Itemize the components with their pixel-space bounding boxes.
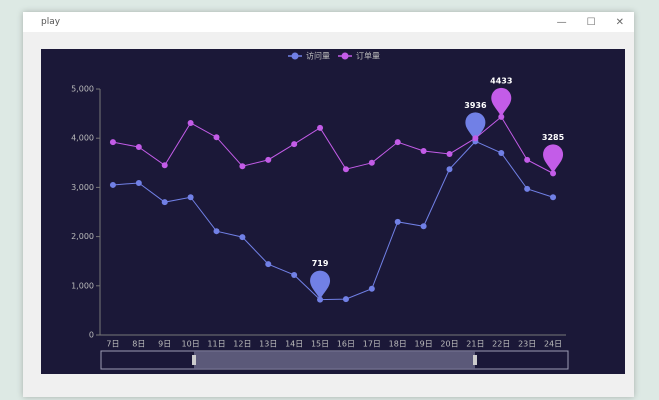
x-tick-label: 14日 xyxy=(285,340,303,349)
x-tick-label: 15日 xyxy=(311,340,329,349)
data-point xyxy=(265,156,272,163)
y-tick-label: 0 xyxy=(89,331,94,340)
data-point xyxy=(239,234,246,241)
data-point xyxy=(135,179,142,186)
data-point xyxy=(498,149,505,156)
data-point xyxy=(187,194,194,201)
data-point xyxy=(524,156,531,163)
legend-marker xyxy=(341,52,349,60)
y-tick-label: 2,000 xyxy=(71,232,94,241)
x-tick-label: 13日 xyxy=(259,340,277,349)
y-tick-label: 3,000 xyxy=(71,183,94,192)
data-point xyxy=(446,166,453,173)
data-point xyxy=(420,223,427,230)
x-tick-label: 18日 xyxy=(389,340,407,349)
x-tick-label: 24日 xyxy=(544,340,562,349)
data-point xyxy=(135,144,142,151)
series-line xyxy=(112,140,554,301)
minimize[interactable]: — xyxy=(556,16,567,28)
x-tick-label: 11日 xyxy=(207,340,225,349)
data-point xyxy=(394,218,401,225)
data-zoom-handle[interactable] xyxy=(473,355,477,365)
chart-background xyxy=(41,49,625,374)
y-tick-label: 4,000 xyxy=(71,134,94,143)
data-point xyxy=(187,119,194,126)
legend-marker xyxy=(291,52,299,60)
data-point xyxy=(342,296,349,303)
x-tick-label: 20日 xyxy=(440,340,458,349)
mark-pin xyxy=(465,112,486,142)
series-line xyxy=(112,116,554,174)
mark-label: 719 xyxy=(312,259,329,268)
data-point xyxy=(446,150,453,157)
x-tick-label: 12日 xyxy=(233,340,251,349)
mark-pin xyxy=(310,270,331,300)
data-point xyxy=(524,185,531,192)
y-tick-label: 5,000 xyxy=(71,85,94,94)
data-point xyxy=(368,285,375,292)
y-tick-label: 1,000 xyxy=(71,281,94,290)
data-point xyxy=(420,147,427,154)
data-point xyxy=(291,271,298,278)
data-point xyxy=(213,134,220,141)
data-point xyxy=(472,135,479,142)
data-point xyxy=(161,199,168,206)
data-zoom-window[interactable] xyxy=(194,351,475,369)
x-tick-label: 21日 xyxy=(466,340,484,349)
legend-label: 订单量 xyxy=(356,51,380,61)
title-bar: play — ☐ ✕ xyxy=(23,12,634,32)
x-tick-label: 22日 xyxy=(492,340,510,349)
mark-label: 3936 xyxy=(464,101,487,110)
data-point xyxy=(550,194,557,201)
x-tick-label: 17日 xyxy=(363,340,381,349)
close[interactable]: ✕ xyxy=(615,16,624,28)
window-title: play xyxy=(41,17,61,27)
data-point xyxy=(394,139,401,146)
mark-pin xyxy=(491,87,512,117)
mark-label: 4433 xyxy=(490,76,512,85)
mark-label: 3285 xyxy=(542,133,565,142)
data-zoom-handle[interactable] xyxy=(192,355,196,365)
data-point xyxy=(342,166,349,173)
x-tick-label: 16日 xyxy=(337,340,355,349)
maximize[interactable]: ☐ xyxy=(586,16,596,28)
legend-label: 访问量 xyxy=(306,51,330,61)
x-tick-label: 7日 xyxy=(106,340,119,349)
data-point xyxy=(317,124,324,131)
data-point xyxy=(109,139,116,146)
data-point xyxy=(368,159,375,166)
x-tick-label: 8日 xyxy=(132,340,145,349)
x-tick-label: 9日 xyxy=(158,340,171,349)
data-point xyxy=(109,181,116,188)
mark-pin xyxy=(543,144,564,174)
data-point xyxy=(291,141,298,148)
data-point xyxy=(161,162,168,169)
data-point xyxy=(239,163,246,170)
window-buttons: — ☐ ✕ xyxy=(557,17,624,28)
x-tick-label: 19日 xyxy=(415,340,433,349)
data-point xyxy=(265,261,272,268)
data-point xyxy=(213,228,220,235)
x-tick-label: 10日 xyxy=(182,340,200,349)
x-tick-label: 23日 xyxy=(518,340,536,349)
